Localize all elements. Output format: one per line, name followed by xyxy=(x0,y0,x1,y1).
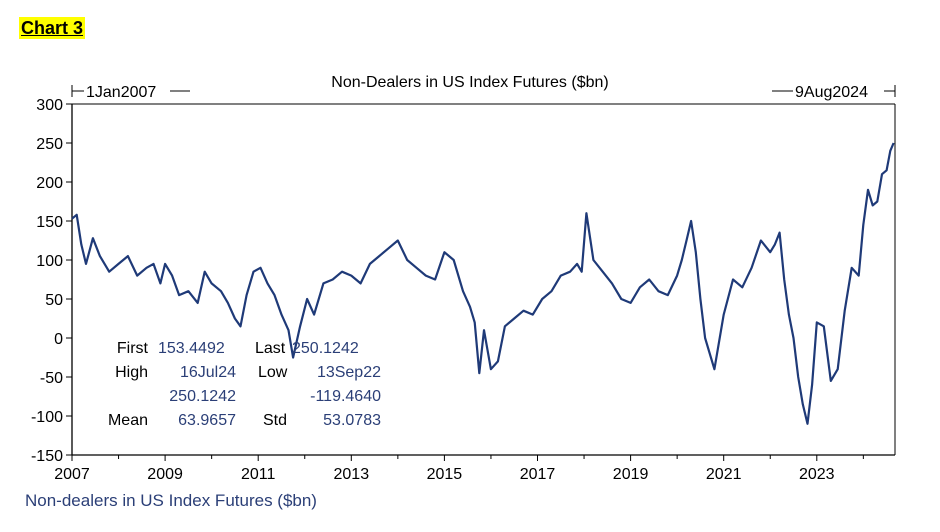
x-tick-label: 2023 xyxy=(799,466,835,483)
stats-high-date: 16Jul24 xyxy=(180,364,236,381)
stats-low-label: Low xyxy=(258,364,288,381)
y-ticks: 300 250 200 150 100 50 0 -50 -100 -150 xyxy=(31,97,72,465)
stats-high-label: High xyxy=(115,364,148,381)
y-tick-label: -150 xyxy=(31,448,63,465)
x-tick-label: 2021 xyxy=(706,466,742,483)
chart-heading: Chart 3 xyxy=(19,17,86,39)
x-tick-label: 2017 xyxy=(520,466,556,483)
y-tick-label: 150 xyxy=(36,214,63,231)
stats-last-value: 250.1242 xyxy=(292,340,359,357)
chart-footer-source: Non-dealers in US Index Futures ($bn) xyxy=(25,491,317,510)
stats-first-value: 153.4492 xyxy=(158,340,225,357)
stats-box: First 153.4492 Last 250.1242 High 16Jul2… xyxy=(108,340,381,429)
x-tick-label: 2015 xyxy=(427,466,463,483)
y-tick-label: 200 xyxy=(36,175,63,192)
y-tick-label: 50 xyxy=(45,292,63,309)
stats-low-date: 13Sep22 xyxy=(317,364,381,381)
stats-mean-label: Mean xyxy=(108,412,148,429)
axes xyxy=(71,103,896,456)
stats-mean-value: 63.9657 xyxy=(178,412,236,429)
stats-std-value: 53.0783 xyxy=(323,412,381,429)
stats-first-label: First xyxy=(117,340,149,357)
end-date-marker: 9Aug2024 xyxy=(772,84,896,101)
y-tick-label: 0 xyxy=(54,331,63,348)
series-line xyxy=(71,142,895,425)
y-tick-label: 300 xyxy=(36,97,63,114)
y-tick-label: -100 xyxy=(31,409,63,426)
stats-high-value: 250.1242 xyxy=(169,388,236,405)
y-tick-label: -50 xyxy=(40,370,63,387)
stats-low-value: -119.4640 xyxy=(310,388,381,405)
start-date-marker: 1Jan2007 xyxy=(71,84,190,101)
chart-title: Non-Dealers in US Index Futures ($bn) xyxy=(331,74,608,91)
x-ticks: 2007 2009 2011 2013 2015 2017 2019 2021 2023 xyxy=(54,455,864,483)
stats-last-label: Last xyxy=(255,340,286,357)
x-tick-label: 2007 xyxy=(54,466,90,483)
x-tick-label: 2013 xyxy=(334,466,370,483)
x-tick-label: 2019 xyxy=(613,466,649,483)
x-tick-label: 2011 xyxy=(241,466,276,483)
end-date-label: 9Aug2024 xyxy=(795,84,868,101)
y-tick-label: 100 xyxy=(36,253,63,270)
stats-std-label: Std xyxy=(263,412,287,429)
x-tick-label: 2009 xyxy=(147,466,183,483)
start-date-label: 1Jan2007 xyxy=(86,84,156,101)
y-tick-label: 250 xyxy=(36,136,63,153)
